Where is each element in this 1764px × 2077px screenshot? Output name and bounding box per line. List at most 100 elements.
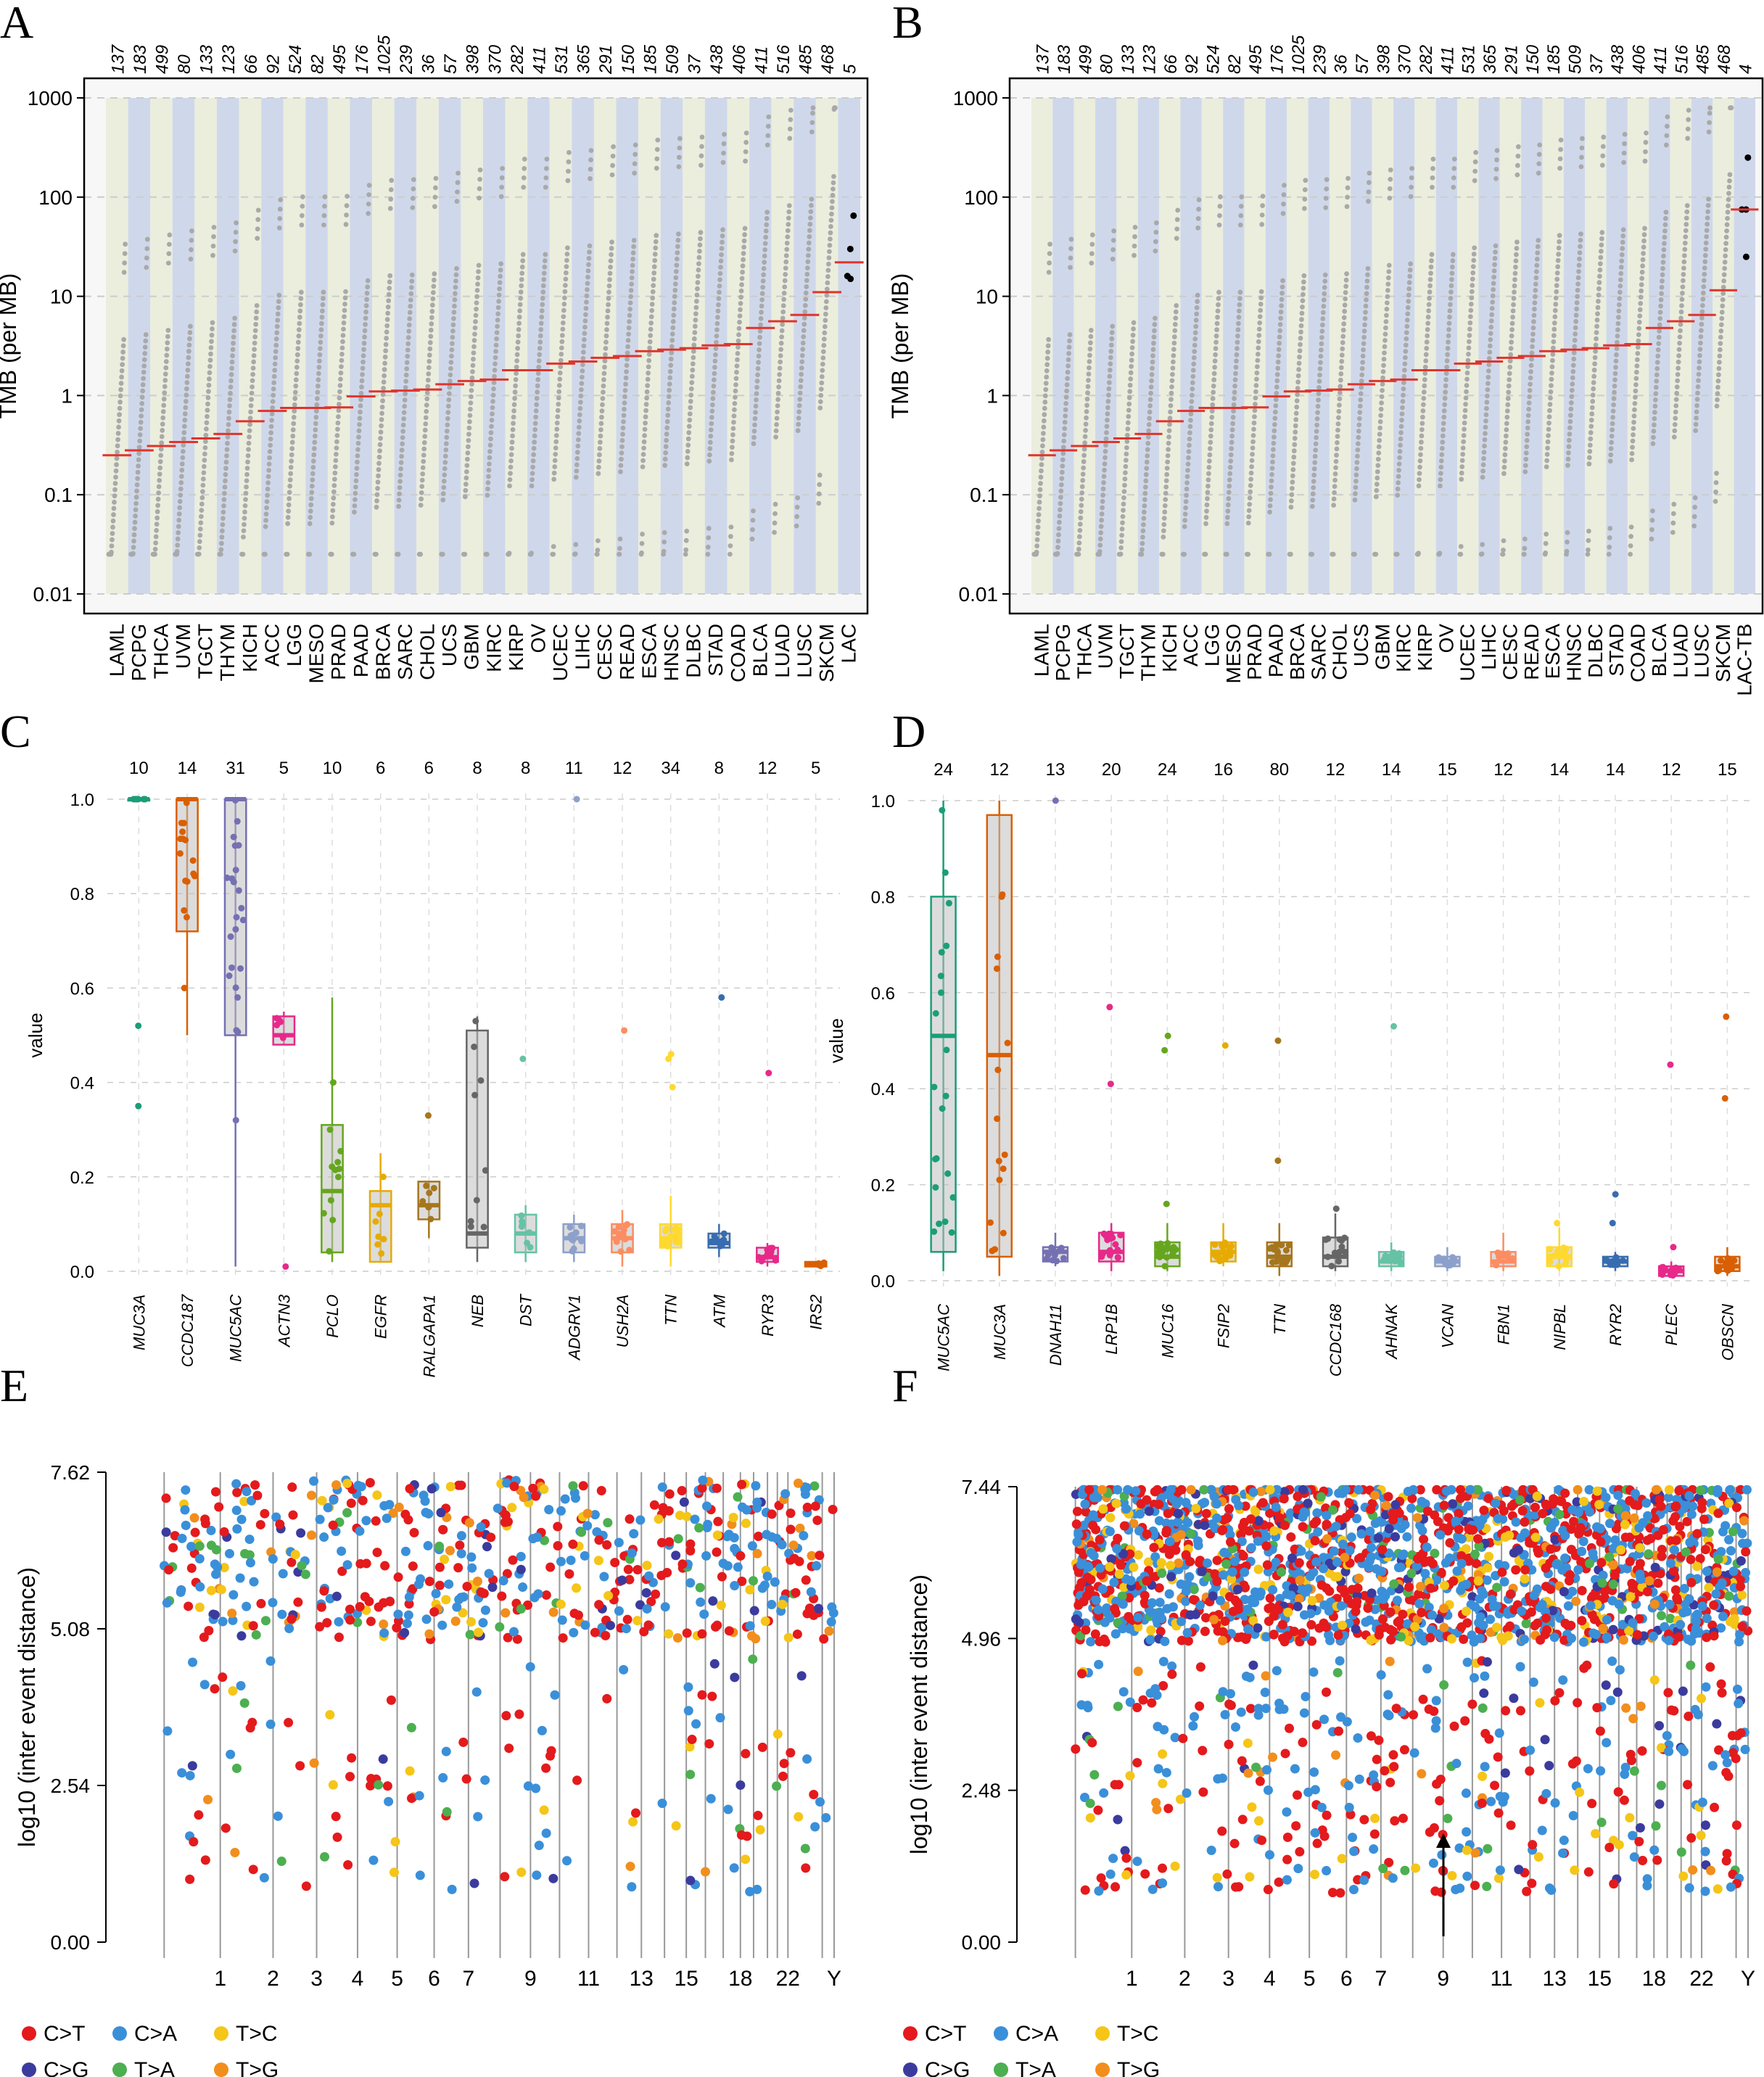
tmb-sample-point [252, 347, 257, 352]
sample-count: 20 [1102, 760, 1121, 780]
tmb-sample-point [312, 433, 318, 439]
tmb-sample-point [207, 363, 213, 369]
tmb-sample-point [1726, 197, 1731, 202]
tmb-sample-point [1472, 178, 1477, 183]
sample-count: 185 [1544, 44, 1564, 74]
tmb-sample-point [1151, 340, 1156, 346]
tmb-sample-point [1353, 491, 1358, 497]
tmb-sample-point [1430, 175, 1435, 181]
tmb-sample-point [1546, 421, 1551, 426]
tmb-sample-point [155, 496, 161, 502]
tmb-sample-point [511, 414, 516, 420]
tmb-sample-point [553, 433, 559, 438]
tmb-sample-point [1445, 352, 1450, 358]
tmb-sample-point [450, 334, 456, 340]
tmb-sample-point [582, 331, 588, 336]
box [930, 896, 957, 1253]
tmb-sample-point [1482, 437, 1488, 442]
mutation-point [1598, 1570, 1608, 1580]
category-label: CHOL [416, 624, 439, 680]
tmb-sample-point [1698, 334, 1704, 339]
category-band [372, 98, 395, 594]
mutation-point [384, 1796, 394, 1806]
tmb-sample-point [1129, 358, 1134, 363]
box-point [180, 819, 187, 827]
tmb-sample-point [1544, 458, 1550, 463]
tmb-sample-point [353, 490, 358, 496]
mutation-point [747, 1631, 757, 1641]
tmb-sample-point [1569, 387, 1575, 393]
mutation-point [516, 1564, 526, 1574]
tmb-sample-point [1403, 342, 1409, 348]
mutation-point [660, 1602, 670, 1612]
tmb-sample-point [696, 255, 702, 260]
tmb-sample-point [785, 228, 791, 234]
tmb-sample-point [233, 229, 239, 235]
mutation-point [464, 1518, 474, 1528]
tmb-sample-point [466, 437, 471, 443]
tmb-sample-point [1041, 424, 1047, 430]
tmb-sample-point [632, 161, 638, 167]
tmb-sample-point [1660, 272, 1665, 278]
tmb-sample-point [1100, 499, 1105, 504]
tmb-sample-point [1126, 401, 1132, 407]
tmb-sample-point [1338, 384, 1343, 389]
tmb-sample-point [714, 321, 720, 326]
tmb-sample-point [141, 376, 147, 381]
mutation-point [745, 1585, 755, 1595]
tmb-sample-point [468, 400, 474, 405]
sample-count: 365 [1480, 44, 1500, 74]
tmb-sample-point [683, 551, 688, 557]
tmb-sample-point [421, 458, 426, 464]
category-label: OV [1435, 624, 1457, 653]
tmb-sample-point [297, 302, 303, 307]
tmb-sample-point [1632, 400, 1638, 406]
tmb-sample-point [310, 477, 316, 483]
tmb-sample-point [1314, 416, 1320, 421]
tmb-sample-point [265, 480, 271, 486]
tmb-sample-point [118, 381, 124, 386]
tmb-sample-point [1718, 341, 1723, 347]
tmb-sample-point [1337, 396, 1343, 402]
tmb-sample-point [299, 222, 305, 228]
box-point [226, 973, 233, 980]
tmb-sample-point [1172, 321, 1178, 327]
box-point [477, 1077, 485, 1084]
tmb-sample-point [1118, 539, 1124, 545]
tmb-sample-point [1365, 265, 1371, 271]
tmb-sample-point [153, 534, 159, 540]
tmb-sample-point [318, 327, 324, 333]
tmb-sample-point [808, 209, 814, 215]
tmb-sample-point [421, 440, 427, 445]
category-band [327, 98, 350, 594]
tmb-sample-point [1380, 381, 1385, 387]
sample-count: 485 [796, 44, 816, 74]
sample-count: 80 [175, 54, 194, 74]
tmb-sample-point [609, 172, 615, 178]
tmb-sample-point [664, 437, 669, 443]
tmb-sample-point [809, 129, 815, 135]
tmb-sample-point [605, 308, 611, 314]
tmb-sample-point [285, 521, 291, 527]
tmb-sample-point [400, 429, 406, 434]
tmb-sample-point [684, 528, 690, 534]
box-point [1554, 1247, 1561, 1255]
tmb-sample-point [551, 470, 557, 476]
mutation-point [570, 1493, 580, 1503]
tmb-sample-point [577, 400, 583, 405]
tmb-sample-point [1401, 373, 1407, 379]
tmb-sample-point [1098, 524, 1104, 529]
y-tick-label: 0.0 [70, 1263, 94, 1282]
tmb-sample-point [1271, 440, 1277, 446]
chromosome-label: 18 [728, 1967, 752, 1991]
tmb-sample-point [1659, 284, 1665, 290]
tmb-sample-point [117, 412, 122, 418]
tmb-sample-point [1642, 226, 1647, 231]
tmb-sample-point [1066, 350, 1071, 356]
tmb-sample-point [366, 202, 371, 207]
tmb-sample-point [1654, 360, 1660, 366]
tmb-sample-point [1502, 458, 1507, 464]
mutation-point [250, 1480, 260, 1490]
tmb-sample-point [595, 464, 601, 470]
tmb-sample-point [135, 469, 141, 475]
